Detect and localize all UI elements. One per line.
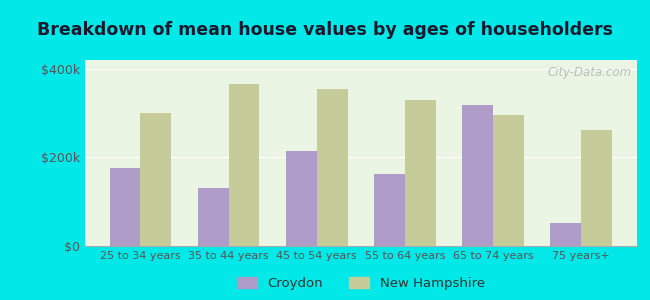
Bar [317, 89, 348, 246]
Bar [198, 188, 229, 246]
Bar [405, 100, 436, 246]
Text: City-Data.com: City-Data.com [547, 66, 632, 79]
Legend: Croydon, New Hampshire: Croydon, New Hampshire [231, 271, 490, 295]
Bar [140, 113, 172, 246]
Text: Breakdown of mean house values by ages of householders: Breakdown of mean house values by ages o… [37, 21, 613, 39]
Bar [493, 116, 524, 246]
Bar [550, 223, 581, 246]
Bar [581, 130, 612, 246]
Bar [110, 168, 140, 246]
Bar [374, 174, 405, 246]
Bar [229, 84, 259, 246]
Bar [462, 105, 493, 246]
Bar [286, 151, 317, 246]
